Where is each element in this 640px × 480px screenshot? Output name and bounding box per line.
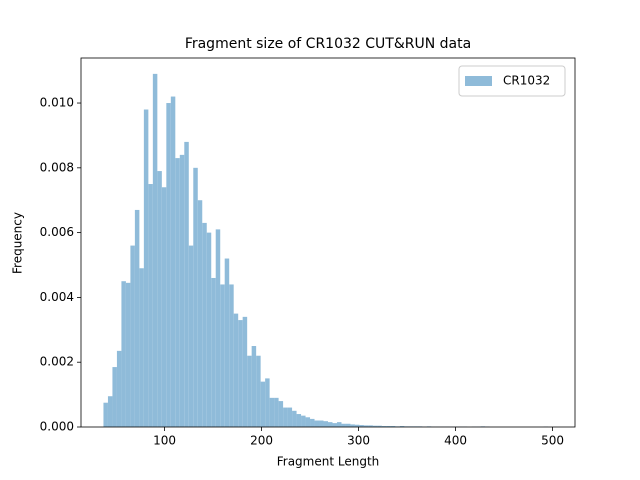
bar	[278, 401, 284, 427]
bar	[274, 397, 279, 427]
bar	[314, 420, 320, 427]
y-axis-label: Frequency	[11, 212, 25, 274]
bar	[345, 423, 351, 427]
bar	[319, 420, 324, 427]
y-tick-label: 0.000	[40, 420, 74, 434]
y-tick-label: 0.002	[40, 355, 74, 369]
bar	[301, 415, 306, 427]
y-tick-label: 0.006	[40, 225, 74, 239]
bar	[179, 154, 185, 427]
bar	[310, 418, 315, 427]
bar	[386, 426, 391, 427]
x-tick-label: 400	[444, 434, 467, 448]
bar	[206, 232, 212, 427]
bar	[296, 414, 302, 427]
bar	[197, 200, 203, 427]
bar	[305, 417, 311, 427]
bar	[390, 426, 396, 427]
bar	[112, 367, 117, 427]
bar	[372, 425, 378, 427]
bar	[269, 397, 275, 427]
bar	[368, 425, 373, 427]
x-tick-label: 100	[153, 434, 176, 448]
bar	[170, 96, 176, 427]
bar	[256, 355, 261, 427]
bar	[328, 422, 333, 427]
bar	[121, 281, 126, 427]
bar	[287, 407, 293, 427]
bar	[350, 424, 355, 427]
bar	[399, 426, 405, 427]
bar	[336, 422, 342, 427]
bar	[292, 410, 297, 427]
legend-swatch	[465, 76, 492, 86]
bar	[175, 158, 180, 427]
bar	[251, 346, 257, 427]
y-tick-label: 0.004	[40, 290, 74, 304]
bar	[260, 381, 266, 427]
bar	[130, 245, 135, 427]
bar	[202, 222, 207, 427]
bar	[103, 402, 108, 427]
x-tick-label: 300	[347, 434, 370, 448]
bar	[107, 396, 113, 427]
bar	[166, 103, 171, 427]
bar	[125, 282, 131, 427]
y-tick-label: 0.010	[40, 96, 74, 110]
bar	[247, 355, 252, 427]
bar	[265, 378, 270, 427]
legend-box	[458, 65, 566, 97]
bar	[359, 425, 364, 427]
bar	[184, 141, 189, 427]
bar	[233, 313, 239, 427]
bar	[215, 229, 221, 427]
bar	[238, 320, 243, 427]
bar	[341, 423, 346, 427]
bar	[242, 316, 248, 427]
x-tick-label: 200	[250, 434, 273, 448]
bar	[224, 258, 230, 427]
bar	[363, 425, 369, 427]
bar	[332, 423, 337, 427]
bar	[229, 284, 234, 427]
legend-label: CR1032	[503, 74, 550, 88]
bar	[157, 171, 162, 427]
bar	[148, 184, 153, 427]
y-tick-label: 0.008	[40, 160, 74, 174]
bar	[188, 245, 194, 427]
bar	[161, 187, 167, 427]
bar	[211, 277, 216, 427]
x-tick-label: 500	[541, 434, 564, 448]
bar	[283, 407, 288, 427]
bar	[220, 284, 225, 427]
bar	[323, 421, 328, 427]
bar	[377, 425, 382, 427]
bar	[354, 424, 360, 427]
bar	[116, 350, 122, 427]
x-axis-label: Fragment Length	[277, 455, 380, 469]
bar	[152, 73, 158, 427]
bar	[134, 209, 140, 427]
bar	[381, 426, 387, 427]
bar	[143, 109, 149, 427]
chart-title: Fragment size of CR1032 CUT&RUN data	[185, 36, 471, 52]
bar	[193, 167, 198, 427]
bar	[139, 268, 144, 427]
plot-frame	[80, 57, 576, 428]
